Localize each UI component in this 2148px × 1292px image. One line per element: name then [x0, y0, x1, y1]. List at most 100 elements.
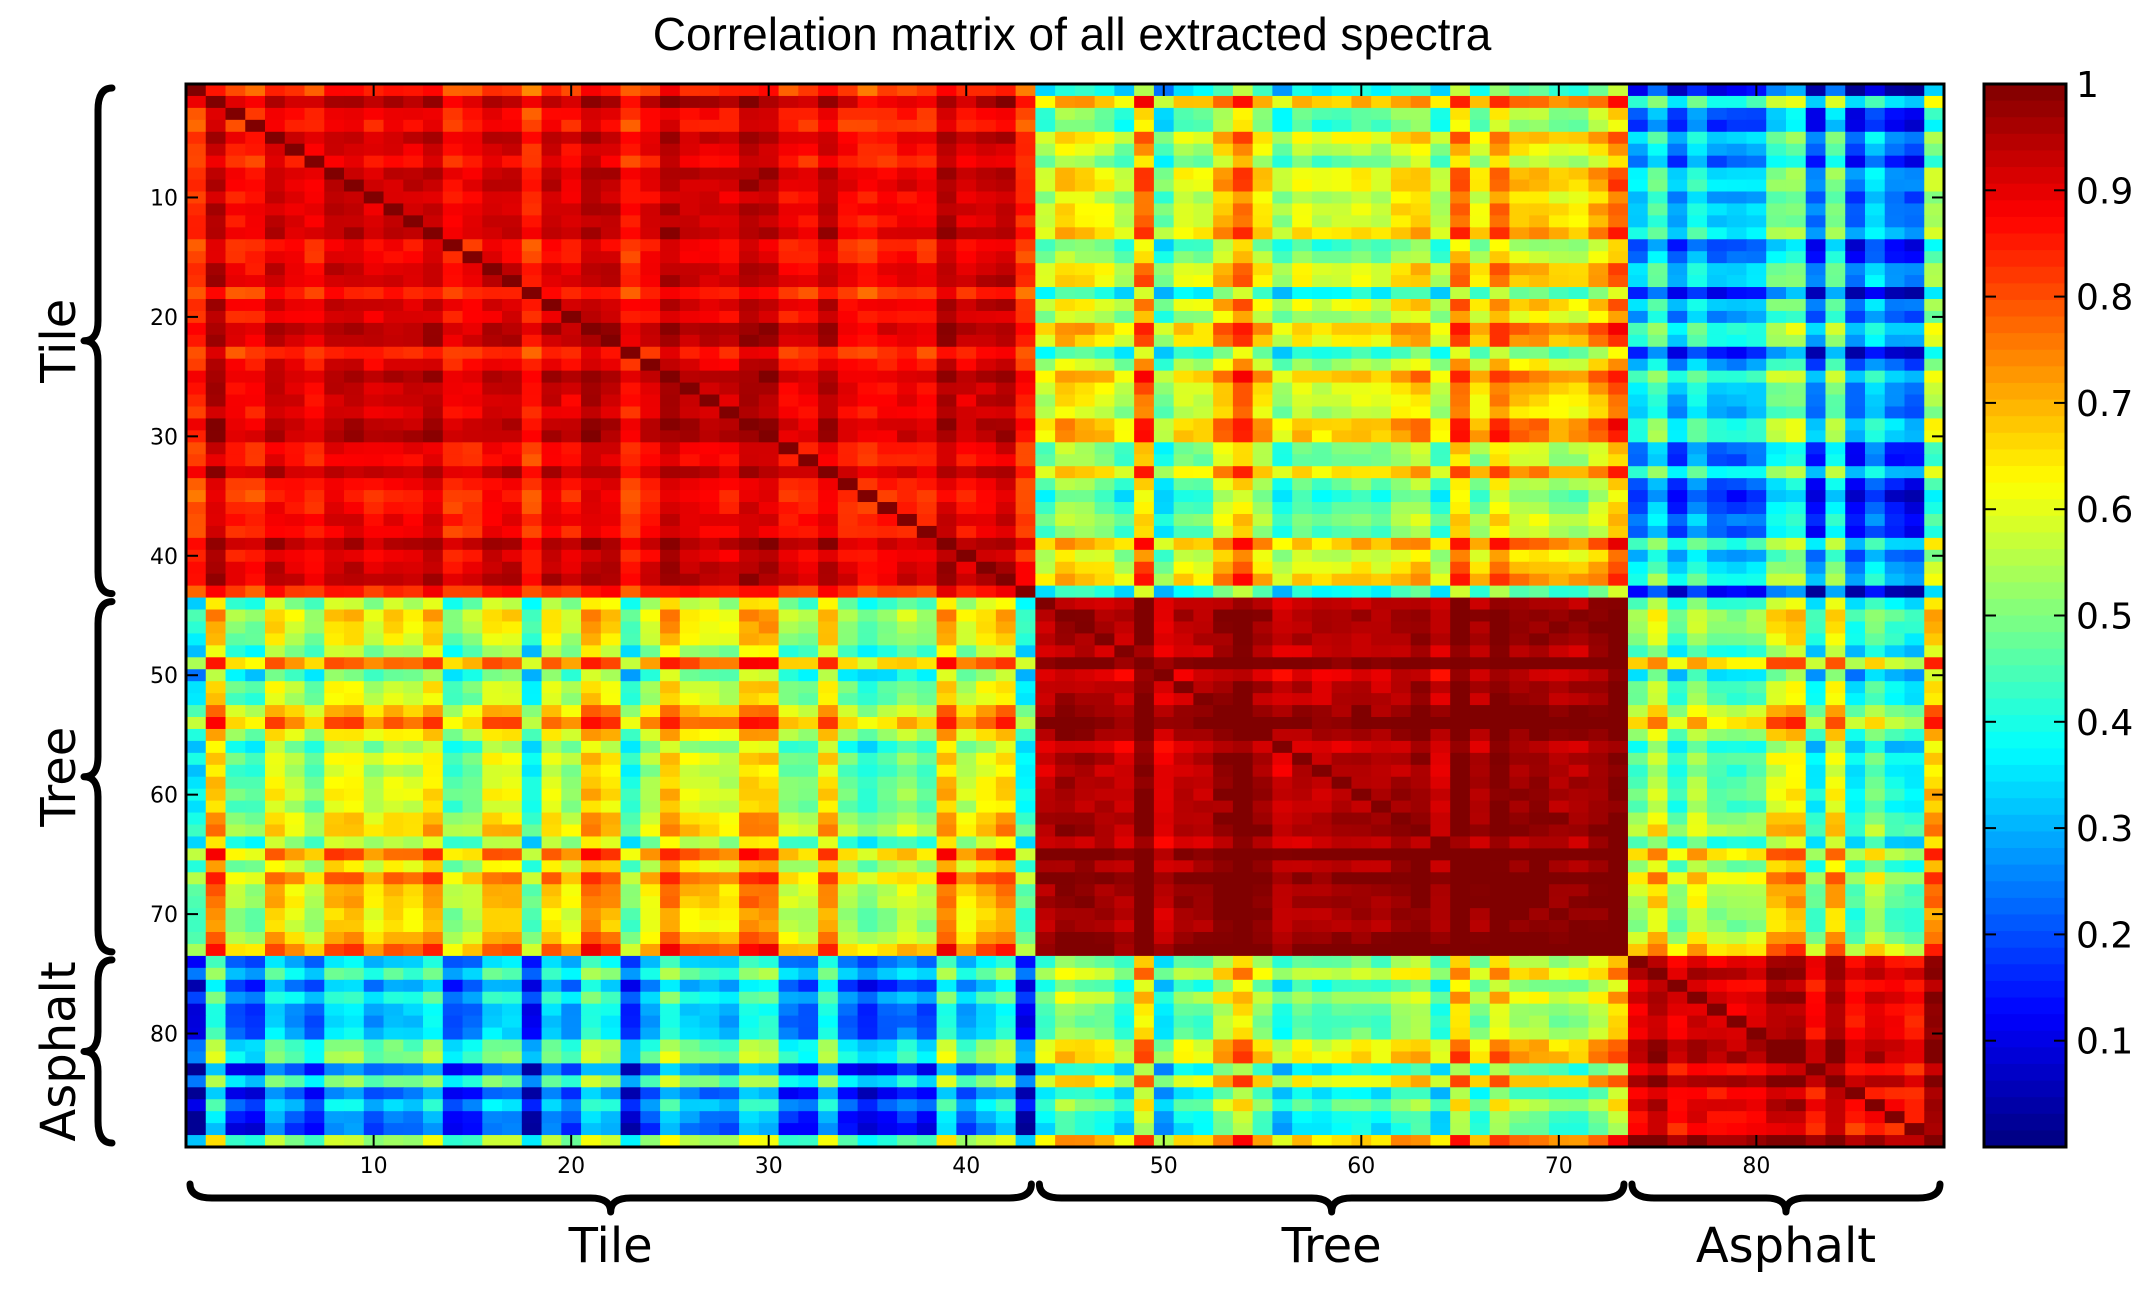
heatmap-cell — [521, 454, 543, 467]
heatmap-cell — [1489, 573, 1511, 587]
heatmap-cell — [363, 549, 385, 563]
heatmap-cell — [1904, 705, 1925, 718]
heatmap-cell — [581, 406, 602, 420]
heatmap-cell — [284, 585, 306, 599]
heatmap-cell — [284, 466, 306, 479]
heatmap-cell — [877, 334, 898, 348]
heatmap-cell — [581, 633, 602, 646]
heatmap-cell — [897, 215, 918, 228]
heatmap-cell — [561, 143, 582, 157]
heatmap-cell — [1845, 131, 1866, 145]
heatmap-cell — [1331, 693, 1353, 706]
heatmap-cell — [1232, 155, 1254, 169]
heatmap-cell — [1864, 275, 1886, 288]
heatmap-cell — [1213, 561, 1234, 575]
heatmap-cell — [284, 370, 306, 384]
heatmap-cell — [1173, 490, 1194, 503]
heatmap-cell — [1884, 179, 1906, 193]
heatmap-cell — [1904, 609, 1925, 623]
heatmap-cell — [186, 442, 207, 455]
heatmap-cell — [877, 728, 898, 742]
heatmap-cell — [245, 609, 266, 623]
heatmap-cell — [1213, 358, 1234, 372]
heatmap-cell — [1193, 167, 1214, 181]
heatmap-cell — [976, 430, 997, 443]
heatmap-cell — [1588, 525, 1609, 539]
heatmap-cell — [1726, 346, 1748, 360]
heatmap-cell — [936, 705, 957, 718]
heatmap-cell — [778, 287, 799, 300]
heatmap-cell — [581, 382, 602, 396]
heatmap-cell — [739, 561, 760, 575]
heatmap-cell — [1825, 358, 1846, 372]
heatmap-cell — [1608, 525, 1629, 539]
heatmap-cell — [1292, 525, 1313, 539]
heatmap-cell — [1351, 275, 1372, 288]
heatmap-cell — [1548, 95, 1570, 109]
heatmap-cell — [442, 263, 464, 276]
heatmap-cell — [225, 370, 246, 384]
heatmap-cell — [186, 155, 207, 169]
heatmap-cell — [521, 394, 543, 408]
heatmap-cell — [1884, 263, 1906, 276]
heatmap-cell — [403, 394, 424, 408]
heatmap-cell — [324, 382, 345, 396]
heatmap-cell — [1134, 537, 1155, 551]
heatmap-cell — [1074, 239, 1096, 252]
heatmap-cell — [1864, 693, 1886, 706]
heatmap-cell — [1746, 239, 1767, 252]
heatmap-cell — [1252, 466, 1273, 479]
heatmap-cell — [600, 84, 622, 97]
heatmap-cell — [1627, 322, 1649, 336]
heatmap-cell — [956, 728, 977, 742]
heatmap-cell — [1884, 657, 1906, 670]
heatmap-cell — [1529, 466, 1550, 479]
heatmap-cell — [1805, 573, 1827, 587]
heatmap-cell — [1667, 705, 1688, 718]
heatmap-cell — [1667, 717, 1688, 730]
heatmap-cell — [1548, 717, 1570, 730]
heatmap-cell — [581, 585, 602, 599]
heatmap-cell — [699, 478, 720, 491]
heatmap-cell — [936, 394, 957, 408]
heatmap-cell — [1766, 513, 1787, 527]
heatmap-cell — [1706, 287, 1728, 300]
heatmap-cell — [363, 609, 385, 623]
heatmap-cell — [1351, 573, 1372, 587]
heatmap-cell — [1667, 119, 1688, 133]
heatmap-cell — [205, 657, 227, 670]
heatmap-cell — [1450, 251, 1471, 264]
heatmap-cell — [383, 119, 404, 133]
heatmap-cell — [541, 502, 562, 515]
heatmap-cell — [1193, 382, 1214, 396]
heatmap-cell — [1548, 430, 1570, 443]
heatmap-cell — [186, 490, 207, 503]
heatmap-cell — [1924, 155, 1945, 169]
heatmap-cell — [1608, 537, 1629, 551]
heatmap-cell — [1726, 609, 1748, 623]
heatmap-cell — [1311, 418, 1333, 431]
heatmap-cell — [1489, 179, 1511, 193]
heatmap-cell — [205, 322, 227, 336]
heatmap-cell — [660, 251, 681, 264]
heatmap-cell — [561, 215, 582, 228]
heatmap-cell — [679, 322, 701, 336]
heatmap-cell — [897, 549, 918, 563]
heatmap-cell — [462, 585, 483, 599]
heatmap-cell — [561, 490, 582, 503]
heatmap-cell — [1390, 119, 1412, 133]
heatmap-cell — [778, 740, 799, 754]
heatmap-cell — [442, 466, 464, 479]
heatmap-cell — [1647, 107, 1669, 121]
heatmap-cell — [265, 513, 286, 527]
heatmap-cell — [956, 95, 977, 109]
heatmap-cell — [1015, 310, 1036, 324]
heatmap-cell — [1272, 705, 1293, 718]
heatmap-cell — [1766, 394, 1787, 408]
heatmap-cell — [818, 84, 839, 97]
heatmap-cell — [324, 310, 345, 324]
heatmap-cell — [1232, 263, 1254, 276]
heatmap-cell — [304, 298, 325, 312]
heatmap-cell — [186, 609, 207, 623]
heatmap-cell — [1410, 537, 1432, 551]
